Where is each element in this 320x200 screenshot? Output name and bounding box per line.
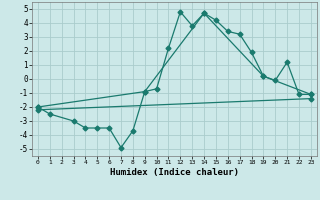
- X-axis label: Humidex (Indice chaleur): Humidex (Indice chaleur): [110, 168, 239, 177]
